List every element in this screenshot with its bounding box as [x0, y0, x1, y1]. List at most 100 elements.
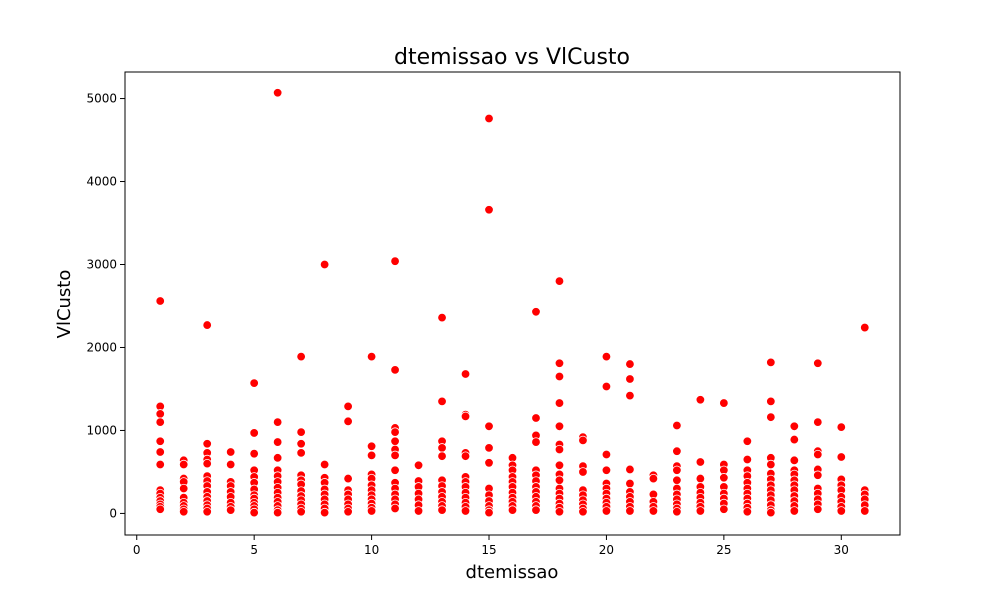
- x-tick-label: 25: [716, 543, 731, 557]
- data-point: [648, 473, 659, 484]
- data-point: [366, 351, 377, 362]
- data-point: [319, 507, 330, 518]
- data-point: [625, 390, 635, 401]
- data-point: [296, 439, 306, 449]
- data-point: [390, 503, 400, 514]
- data-point: [742, 454, 753, 465]
- data-point: [695, 473, 706, 484]
- data-point: [672, 446, 682, 456]
- data-point: [437, 451, 447, 461]
- data-point: [531, 437, 541, 447]
- data-point: [836, 506, 846, 516]
- data-point: [249, 448, 259, 459]
- data-point: [390, 427, 400, 437]
- data-point: [296, 448, 306, 458]
- data-point: [484, 113, 494, 124]
- data-point: [249, 428, 259, 438]
- data-point: [601, 506, 612, 516]
- data-point: [578, 435, 588, 446]
- chart-title: dtemissao vs VlCusto: [394, 45, 630, 70]
- data-point: [202, 320, 212, 330]
- data-point: [460, 411, 471, 422]
- data-point: [813, 470, 823, 480]
- data-point: [601, 465, 612, 475]
- data-point: [272, 453, 283, 463]
- data-point: [813, 449, 823, 460]
- data-point: [413, 506, 424, 516]
- data-point: [249, 507, 259, 518]
- data-point: [460, 369, 471, 379]
- data-point: [554, 276, 565, 286]
- data-point: [672, 420, 682, 431]
- data-point: [578, 467, 588, 477]
- x-tick-label: 30: [834, 543, 849, 557]
- data-point: [272, 437, 283, 447]
- data-point: [672, 475, 682, 485]
- data-point: [366, 450, 377, 461]
- data-point: [225, 447, 236, 457]
- data-point: [249, 378, 259, 388]
- data-point: [225, 505, 236, 515]
- data-point: [319, 459, 330, 470]
- plot-area: 0 5 10 15 20 25 30 0 1000 2000 3000 4000 5000: [86, 71, 901, 557]
- data-point: [789, 455, 800, 466]
- data-point: [719, 504, 729, 514]
- data-point: [272, 88, 283, 98]
- data-point: [366, 506, 377, 516]
- data-point: [155, 296, 165, 306]
- data-point: [225, 459, 236, 470]
- data-point: [813, 417, 823, 427]
- data-point: [742, 436, 753, 446]
- data-point: [554, 475, 565, 485]
- data-point: [460, 506, 471, 516]
- data-point: [625, 478, 635, 489]
- data-point: [554, 398, 565, 408]
- data-point: [343, 416, 353, 427]
- data-point: [343, 473, 353, 484]
- data-point: [155, 436, 165, 446]
- data-point: [155, 409, 165, 419]
- data-point: [390, 465, 400, 475]
- data-point: [272, 507, 283, 518]
- data-point: [202, 458, 212, 469]
- data-point: [484, 421, 494, 432]
- data-point: [813, 358, 823, 368]
- data-point: [366, 441, 377, 451]
- x-tick-label: 15: [481, 543, 496, 557]
- data-point: [625, 506, 635, 516]
- data-point: [390, 450, 400, 461]
- data-point: [766, 459, 776, 470]
- data-point: [625, 374, 635, 384]
- data-point: [437, 312, 447, 323]
- data-point: [390, 436, 400, 446]
- data-point: [813, 504, 823, 514]
- data-point: [179, 459, 189, 470]
- data-point: [202, 507, 212, 517]
- data-point: [343, 401, 353, 412]
- x-tick-label: 20: [599, 543, 614, 557]
- data-point: [601, 381, 612, 392]
- x-tick-label: 0: [133, 543, 141, 557]
- data-point: [484, 205, 494, 215]
- data-point: [296, 351, 306, 362]
- data-point: [860, 322, 870, 333]
- data-point: [836, 422, 846, 432]
- data-point: [578, 507, 588, 517]
- data-point: [601, 449, 612, 460]
- data-point: [507, 505, 518, 515]
- data-point: [601, 351, 612, 362]
- y-axis-label: VlCusto: [54, 270, 75, 339]
- data-point: [272, 417, 283, 427]
- plot-frame: [124, 71, 901, 536]
- data-point: [437, 396, 447, 407]
- data-point: [531, 307, 541, 317]
- data-point: [155, 417, 165, 427]
- data-point: [554, 460, 565, 471]
- data-point: [179, 483, 189, 494]
- y-tick-label: 2000: [86, 340, 117, 354]
- x-axis-label: dtemissao: [466, 562, 559, 583]
- data-point: [625, 464, 635, 475]
- data-point: [554, 358, 565, 368]
- data-point: [695, 506, 706, 516]
